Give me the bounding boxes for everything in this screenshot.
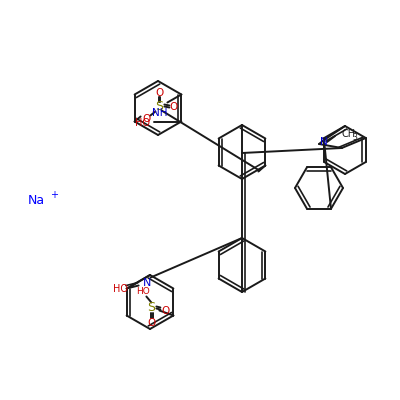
Text: O: O: [147, 318, 156, 328]
Text: HO: HO: [113, 284, 128, 294]
Text: S: S: [155, 100, 163, 113]
Text: O: O: [155, 88, 164, 98]
Text: N: N: [142, 278, 151, 288]
Text: NH: NH: [152, 108, 167, 118]
Text: +: +: [50, 190, 58, 200]
Text: HO: HO: [136, 287, 149, 296]
Text: S: S: [147, 301, 155, 314]
Text: Na: Na: [28, 194, 45, 206]
Text: ⁻: ⁻: [151, 108, 156, 117]
Text: HO: HO: [135, 118, 150, 128]
Text: N: N: [320, 137, 328, 147]
Text: O: O: [169, 102, 178, 112]
Text: 3: 3: [352, 134, 357, 142]
Text: O: O: [142, 114, 150, 124]
Text: O: O: [161, 306, 170, 316]
Text: CH: CH: [341, 129, 355, 139]
